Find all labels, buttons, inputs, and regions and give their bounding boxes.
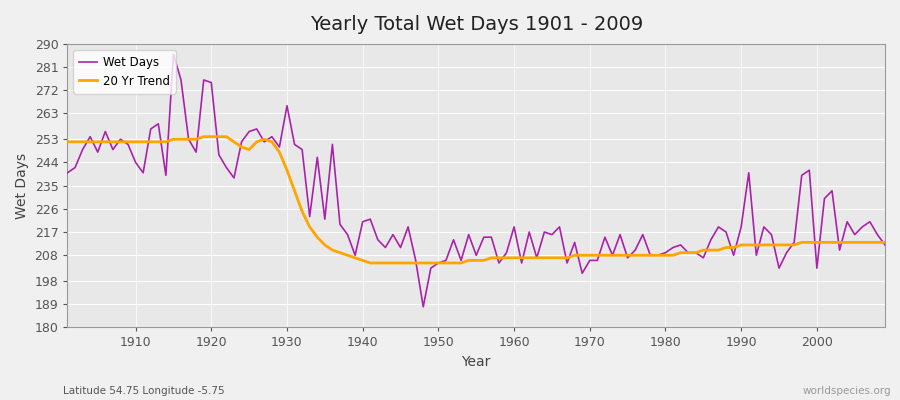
Wet Days	[342, 232, 353, 237]
Wet Days	[62, 170, 73, 175]
Wet Days	[297, 147, 308, 152]
20 Yr Trend	[879, 240, 890, 245]
Line: Wet Days: Wet Days	[68, 54, 885, 307]
Title: Yearly Total Wet Days 1901 - 2009: Yearly Total Wet Days 1901 - 2009	[310, 15, 643, 34]
Text: worldspecies.org: worldspecies.org	[803, 386, 891, 396]
Wet Days	[418, 304, 428, 309]
20 Yr Trend	[62, 140, 73, 144]
Wet Days	[168, 52, 179, 56]
20 Yr Trend	[342, 253, 353, 258]
20 Yr Trend	[198, 134, 209, 139]
Wet Days	[517, 260, 527, 265]
Wet Days	[524, 230, 535, 234]
Wet Days	[615, 232, 626, 237]
20 Yr Trend	[517, 256, 527, 260]
20 Yr Trend	[364, 260, 375, 265]
X-axis label: Year: Year	[462, 355, 490, 369]
20 Yr Trend	[524, 256, 535, 260]
Y-axis label: Wet Days: Wet Days	[15, 152, 29, 219]
20 Yr Trend	[297, 209, 308, 214]
Wet Days	[122, 142, 133, 147]
Text: Latitude 54.75 Longitude -5.75: Latitude 54.75 Longitude -5.75	[63, 386, 225, 396]
Wet Days	[879, 242, 890, 247]
Line: 20 Yr Trend: 20 Yr Trend	[68, 137, 885, 263]
20 Yr Trend	[122, 140, 133, 144]
Legend: Wet Days, 20 Yr Trend: Wet Days, 20 Yr Trend	[74, 50, 176, 94]
20 Yr Trend	[615, 253, 626, 258]
